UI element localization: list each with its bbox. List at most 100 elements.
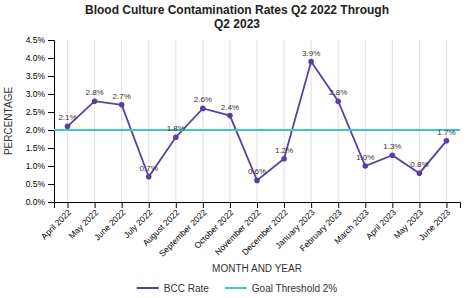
point [173,134,179,140]
y-tick-mark [48,202,54,203]
chart-container: Blood Culture Contamination Rates Q2 202… [0,0,474,298]
grid-line-x [338,40,339,202]
point [227,113,233,119]
x-tick-mark [311,202,312,208]
point [200,106,206,112]
y-tick-mark [48,94,54,95]
legend-swatch [225,287,247,289]
line [68,62,447,181]
legend-swatch [137,287,159,289]
grid-line-x [94,40,95,202]
x-tick-mark [365,202,366,208]
point [335,98,341,104]
x-tick: November 2022 [213,202,263,257]
y-tick-label: 0.0% [26,197,46,207]
grid-line-x [446,40,447,202]
x-tick-mark [95,202,96,208]
legend: BCC Rate Goal Threshold 2% [137,283,338,294]
x-tick-label: February 2023 [298,207,344,253]
x-tick: March 2023 [332,202,371,246]
y-tick-mark [48,76,54,77]
y-tick: 2.5% [26,107,54,117]
y-tick: 1.5% [26,143,54,153]
point [65,124,71,130]
y-axis: 0.0% 0.5% 1.0% 1.5% 2.0% 2.5% 3.0% 3.5% 4.0% 4.5% [26,35,55,207]
legend-item: Goal Threshold 2% [225,283,338,294]
x-tick: September 2022 [157,202,209,259]
x-tick-label: December 2022 [240,207,290,257]
data-label: 0.6% [248,167,266,176]
y-tick-label: 1.0% [26,161,46,171]
x-tick-mark [419,202,420,208]
x-tick: June 2023 [417,202,452,242]
x-axis-line [55,203,461,209]
data-label: 2.7% [113,92,131,101]
y-tick: 4.0% [26,53,54,63]
y-tick-mark [48,184,54,185]
data-label: 0.8% [410,160,428,169]
x-tick-mark [230,202,231,208]
data-label: 1.0% [356,153,374,162]
x-tick-mark [203,202,204,208]
plot-area: April 2022May 2022June 2022July 2022Augu… [26,35,461,259]
y-tick: 4.5% [26,35,54,45]
y-tick: 3.0% [26,89,54,99]
grid [68,40,447,202]
y-tick-label: 0.5% [26,179,46,189]
y-tick: 3.5% [26,71,54,81]
data-label: 1.7% [437,128,455,137]
x-axis: April 2022May 2022June 2022July 2022Augu… [39,202,461,259]
y-axis-line [48,41,55,203]
grid-line-x [121,40,122,202]
x-tick-mark [176,202,177,208]
y-tick-mark [48,148,54,149]
x-tick: December 2022 [240,202,290,257]
data-label: 2.1% [58,113,76,122]
x-tick-mark [392,202,393,208]
legend-item: BCC Rate [137,283,209,294]
point [362,163,368,169]
grid-line-x [392,40,393,202]
data-label: 0.7% [140,164,158,173]
title-line: Q2 2023 [214,17,260,31]
point [146,174,152,180]
x-tick-mark [68,202,69,208]
x-tick: June 2022 [92,202,127,242]
grid-line-x [284,40,285,202]
grid-line-x [229,40,230,202]
legend-label: BCC Rate [164,283,209,294]
y-tick: 1.0% [26,161,54,171]
grid-line-x [365,40,366,202]
x-tick-label: November 2022 [213,207,263,257]
y-tick: 2.0% [26,125,54,135]
y-tick-mark [48,112,54,113]
y-tick-label: 3.5% [26,71,46,81]
y-axis-title: PERCENTAGE [3,87,14,155]
y-tick-mark [48,166,54,167]
data-label: 2.4% [221,103,239,112]
y-tick-label: 4.0% [26,53,46,63]
y-tick-label: 2.0% [26,125,46,135]
x-tick: February 2023 [298,202,344,253]
x-tick-label: September 2022 [157,207,209,259]
grid-line-x [175,40,176,202]
data-label: 1.3% [383,142,401,151]
y-tick-label: 1.5% [26,143,46,153]
point [119,102,125,108]
x-tick-label: June 2022 [92,207,127,242]
point [92,98,98,104]
y-tick-label: 2.5% [26,107,46,117]
y-tick-label: 4.5% [26,35,46,45]
legend-label: Goal Threshold 2% [252,283,338,294]
y-tick: 0.0% [26,197,54,207]
data-labels: 2.1%2.8%2.7%0.7%1.8%2.6%2.4%0.6%1.2%3.9%… [58,49,455,177]
x-tick-mark [284,202,285,208]
point [281,156,287,162]
point [390,152,396,158]
data-label: 1.2% [275,146,293,155]
data-label: 2.6% [194,95,212,104]
y-tick-mark [48,40,54,41]
threshold-line [54,129,460,131]
data-label: 3.9% [302,49,320,58]
chart-title: Blood Culture Contamination Rates Q2 202… [85,3,389,31]
